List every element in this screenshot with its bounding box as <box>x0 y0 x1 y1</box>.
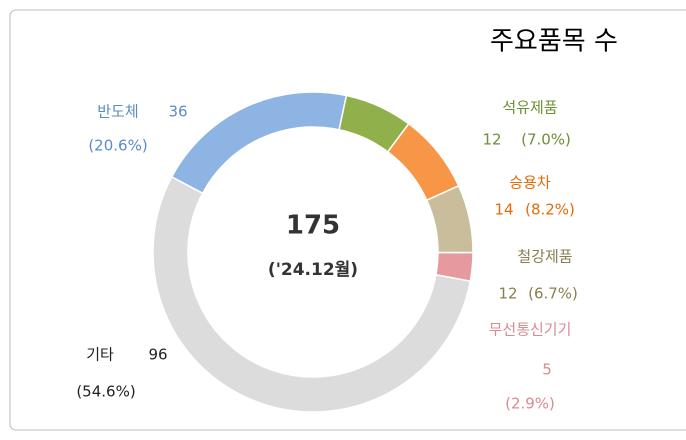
frame <box>9 9 686 431</box>
category-label: 철강제품 <box>517 248 572 266</box>
center-value: 175 <box>286 211 340 241</box>
share-label: (54.6%) <box>76 383 135 401</box>
category-label: 승용차 <box>509 174 551 192</box>
category-label: 기타 <box>86 346 114 364</box>
donut-segment <box>152 175 472 413</box>
value-label: 14 <box>494 201 513 219</box>
share-label: (6.7%) <box>528 285 578 303</box>
value-label: 5 <box>542 361 552 379</box>
category-label: 무선통신기기 <box>489 321 572 339</box>
category-label: 반도체 <box>97 103 138 121</box>
center-label: ('24.12월) <box>268 260 358 280</box>
value-label: 12 <box>498 285 517 303</box>
chart-title: 주요품목 수 <box>490 27 618 57</box>
share-label: (2.9%) <box>505 395 555 413</box>
share-label: (7.0%) <box>521 131 571 149</box>
donut-segment <box>170 91 348 195</box>
category-label: 석유제품 <box>502 99 557 117</box>
value-label: 96 <box>148 346 167 364</box>
share-label: (8.2%) <box>525 201 575 219</box>
value-label: 36 <box>168 103 187 121</box>
share-label: (20.6%) <box>88 137 147 155</box>
value-label: 12 <box>482 131 501 149</box>
